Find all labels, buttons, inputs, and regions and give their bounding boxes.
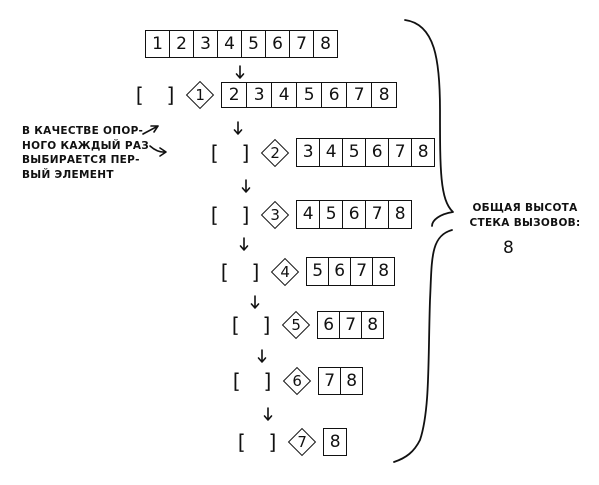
- array-cell: 7: [339, 312, 361, 338]
- empty-subarray: [ ]: [235, 430, 284, 454]
- empty-subarray: [ ]: [218, 259, 267, 284]
- array-cell: 5: [342, 139, 365, 166]
- array-cell: 8: [361, 312, 383, 338]
- array-cell: 6: [342, 201, 365, 228]
- array-cell: 3: [302, 142, 314, 162]
- array-cell: 8: [411, 139, 434, 166]
- pivot-value: 4: [280, 262, 290, 281]
- stack-height-value: 8: [503, 238, 514, 258]
- pivot-value: 7: [297, 433, 307, 451]
- array-cell: 3: [193, 31, 217, 57]
- pivot-diamond: 1: [185, 80, 215, 110]
- stack-label-line: ОБЩАЯ ВЫСОТА: [472, 202, 578, 214]
- array-cell: 7: [388, 139, 411, 166]
- array-cell: 7: [365, 201, 388, 228]
- array-cell: 8: [329, 432, 341, 452]
- pivot-diamond: 5: [281, 310, 311, 340]
- array-cell: 8: [313, 31, 337, 57]
- array-cell: 6: [323, 315, 335, 335]
- empty-subarray: [ ]: [133, 83, 182, 107]
- array-cell: 1: [152, 34, 163, 54]
- down-arrow-icon: [250, 295, 260, 309]
- pivot-value: 3: [270, 205, 280, 224]
- array-cell: 7: [350, 258, 372, 285]
- pivot-diamond: 2: [260, 138, 290, 167]
- array-cell: 7: [346, 83, 371, 107]
- array-cell: 6: [365, 139, 388, 166]
- stack-height-label: ОБЩАЯ ВЫСОТА СТЕКА ВЫЗОВОВ:: [466, 201, 584, 230]
- array-cell: 5: [241, 31, 265, 57]
- empty-subarray: [ ]: [230, 369, 279, 393]
- empty-subarray: [ ]: [208, 140, 257, 165]
- array-cell: 2: [169, 31, 193, 57]
- array-cell: 6: [328, 258, 350, 285]
- array-cell: 5: [319, 201, 342, 228]
- pivot-diamond: 3: [260, 200, 290, 229]
- down-arrow-icon: [257, 349, 267, 363]
- down-arrow-icon: [235, 65, 245, 79]
- note-arrow-icon: [142, 125, 159, 135]
- pivot-note-line: НОГО КАЖДЫЙ РАЗ: [22, 139, 150, 152]
- array-cell: 4: [271, 83, 296, 107]
- array-cell: 7: [289, 31, 313, 57]
- down-arrow-icon: [239, 237, 249, 251]
- array-cell: 6: [265, 31, 289, 57]
- pivot-diamond: 6: [282, 366, 312, 396]
- empty-subarray: [ ]: [229, 313, 278, 337]
- array-cell: 8: [388, 201, 411, 228]
- array-cell: 8: [371, 83, 396, 107]
- array-cell: 4: [319, 139, 342, 166]
- stack-label-line: СТЕКА ВЫЗОВОВ:: [469, 216, 581, 229]
- down-arrow-icon: [263, 407, 273, 421]
- recursion-level-5: [ ] 5 6 7 8: [229, 310, 385, 340]
- recursion-level-7: [ ] 7 8: [235, 427, 348, 457]
- array-cell: 7: [324, 371, 336, 391]
- pivot-note-line: В КАЧЕСТВЕ ОПОР-: [22, 125, 144, 137]
- array-cell: 8: [340, 368, 362, 394]
- pivot-value: 2: [270, 143, 280, 162]
- recursion-level-6: [ ] 6 7 8: [230, 366, 364, 396]
- recursion-level-1: [ ] 1 2 3 4 5 6 7 8: [133, 80, 398, 110]
- down-arrow-icon: [241, 179, 251, 193]
- array-cell: 6: [321, 83, 346, 107]
- recursion-level-3: [ ] 3 4 5 6 7 8: [208, 200, 413, 229]
- note-arrow-icon: [149, 145, 167, 157]
- array-cell: 4: [302, 204, 314, 224]
- pivot-value: 6: [292, 372, 302, 390]
- array-cell: 5: [296, 83, 321, 107]
- down-arrow-icon: [233, 121, 243, 135]
- array-cell: 3: [246, 83, 271, 107]
- recursion-level-4: [ ] 4 5 6 7 8: [218, 257, 396, 286]
- pivot-value: 5: [291, 316, 301, 334]
- recursion-level-2: [ ] 2 3 4 5 6 7 8: [208, 138, 436, 167]
- pivot-note-line: ВЫБИРАЕТСЯ ПЕР-: [22, 154, 140, 166]
- array-cell: 5: [312, 261, 324, 281]
- brace-bottom: [393, 229, 453, 463]
- pivot-note: В КАЧЕСТВЕ ОПОР- НОГО КАЖДЫЙ РАЗ ВЫБИРАЕ…: [22, 124, 149, 182]
- pivot-diamond: 4: [270, 257, 300, 286]
- array-cell: 2: [228, 85, 240, 105]
- pivot-value: 1: [195, 86, 205, 104]
- empty-subarray: [ ]: [208, 202, 257, 227]
- array-cell: 4: [217, 31, 241, 57]
- array-cell: 8: [372, 258, 394, 285]
- pivot-diamond: 7: [287, 427, 317, 457]
- subarray: 8: [323, 428, 348, 456]
- brace-top: [404, 19, 454, 227]
- pivot-note-line: ВЫЙ ЭЛЕМЕНТ: [22, 168, 114, 181]
